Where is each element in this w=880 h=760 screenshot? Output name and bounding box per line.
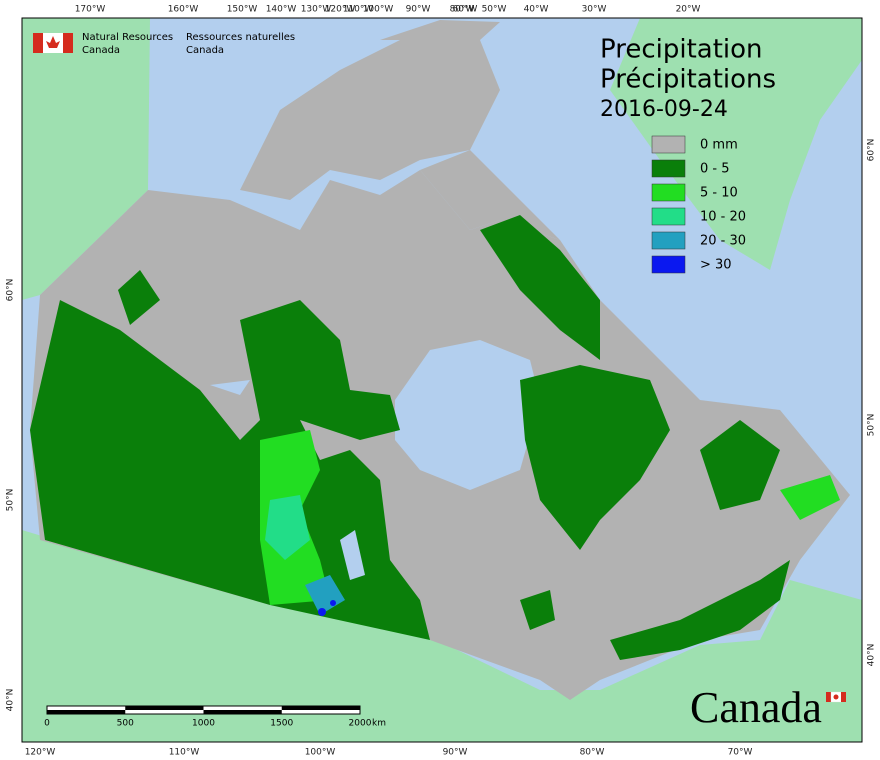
title: Precipitation — [600, 35, 763, 65]
graticule-label: 40°W — [524, 5, 549, 15]
graticule-label: 100°W — [363, 5, 394, 15]
legend-swatch — [651, 231, 686, 250]
graticule-label: 30°W — [582, 5, 607, 15]
legend-label: 20 - 30 — [700, 234, 746, 249]
graticule-label: 120°W — [325, 5, 356, 15]
scale-bar: 0 500 1000 1500 2000 km — [44, 705, 386, 729]
graticule-label: 60°N — [867, 139, 877, 162]
legend-swatch — [651, 159, 686, 178]
legend-swatch — [651, 135, 686, 154]
graticule-label: 50°N — [867, 414, 877, 437]
graticule-label: 90°W — [406, 5, 431, 15]
org-fr: Canada — [186, 45, 224, 56]
graticule-label: 160°W — [168, 5, 199, 15]
graticule-label: 50°N — [6, 489, 16, 512]
scale-label: 1000 — [192, 719, 215, 729]
graticule-label: 60°N — [6, 279, 16, 302]
scale-label: 2000 — [349, 719, 372, 729]
legend-label: 5 - 10 — [700, 186, 738, 201]
map-frame — [21, 17, 863, 743]
graticule-label: 80°W — [450, 5, 475, 15]
title: Précipitations — [600, 65, 776, 95]
legend-label: > 30 — [700, 258, 732, 273]
org-fr: Ressources naturelles — [186, 32, 295, 43]
graticule-label: 120°W — [25, 748, 56, 758]
legend-label: 0 - 5 — [700, 162, 730, 177]
scale-segment — [47, 710, 126, 714]
graticule-label: 40°N — [6, 689, 16, 712]
wordmark-flag — [826, 691, 846, 703]
scale-unit: km — [372, 719, 386, 729]
legend-swatch — [651, 183, 686, 202]
scale-label: 1500 — [270, 719, 293, 729]
scale-label: 0 — [44, 719, 50, 729]
date: 2016-09-24 — [600, 97, 728, 122]
graticule-label: 100°W — [305, 748, 336, 758]
graticule-label: 90°W — [443, 748, 468, 758]
legend-label: 10 - 20 — [700, 210, 746, 225]
graticule-label: 110°W — [169, 748, 200, 758]
graticule-label: 80°W — [580, 748, 605, 758]
graticule-label: 70°W — [728, 748, 753, 758]
graticule-label: 110°W — [343, 5, 374, 15]
graticule-label: 130°W — [301, 5, 332, 15]
scale-segment — [281, 706, 360, 710]
legend-swatch — [651, 207, 686, 226]
logo — [33, 33, 73, 53]
wordmark: Canada — [690, 683, 822, 732]
graticule-label: 20°W — [676, 5, 701, 15]
scale-label: 500 — [117, 719, 134, 729]
org-en: Canada — [82, 45, 120, 56]
graticule-label: 170°W — [75, 5, 106, 15]
graticule-label: 150°W — [227, 5, 258, 15]
legend-label: 0 mm — [700, 138, 738, 153]
org-en: Natural Resources — [82, 32, 173, 43]
scale-segment — [125, 706, 204, 710]
graticule-label: 40°N — [867, 644, 877, 667]
graticule-label: 140°W — [266, 5, 297, 15]
graticule-label: 50°W — [482, 5, 507, 15]
graticule-label: 60°W — [453, 5, 478, 15]
scale-segment — [203, 710, 282, 714]
legend-swatch — [651, 255, 686, 274]
